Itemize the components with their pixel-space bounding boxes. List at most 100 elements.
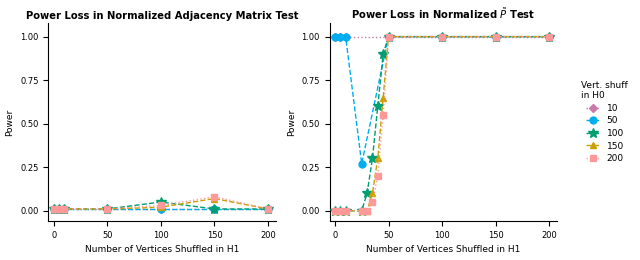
50 — [157, 207, 164, 211]
150 — [492, 35, 500, 38]
10 — [157, 207, 164, 211]
100 — [55, 207, 63, 211]
200 — [369, 200, 376, 204]
100 — [380, 53, 387, 56]
100 — [369, 157, 376, 160]
10 — [385, 35, 392, 38]
200 — [438, 35, 446, 38]
150 — [264, 207, 272, 211]
150 — [55, 207, 63, 211]
200 — [358, 209, 365, 212]
150 — [385, 35, 392, 38]
200 — [545, 35, 553, 38]
200 — [385, 35, 392, 38]
X-axis label: Number of Vertices Shuffled in H1: Number of Vertices Shuffled in H1 — [84, 245, 239, 255]
200 — [331, 209, 339, 212]
50 — [331, 35, 339, 38]
Line: 10: 10 — [51, 206, 271, 212]
50 — [61, 207, 68, 211]
Line: 150: 150 — [332, 33, 553, 214]
100 — [61, 207, 68, 211]
50 — [342, 35, 349, 38]
50 — [385, 35, 392, 38]
150 — [337, 209, 344, 212]
Y-axis label: Power: Power — [287, 108, 296, 135]
150 — [50, 207, 58, 211]
50 — [358, 162, 365, 165]
10 — [211, 207, 218, 211]
200 — [264, 207, 272, 211]
10 — [545, 35, 553, 38]
200 — [364, 209, 371, 212]
Line: 200: 200 — [332, 34, 552, 213]
200 — [211, 195, 218, 198]
150 — [342, 209, 349, 212]
100 — [331, 209, 339, 212]
100 — [374, 105, 381, 108]
100 — [358, 209, 365, 212]
10 — [264, 207, 272, 211]
Line: 150: 150 — [50, 195, 271, 212]
100 — [211, 207, 218, 211]
150 — [104, 207, 111, 211]
200 — [104, 207, 111, 211]
200 — [374, 174, 381, 178]
200 — [157, 204, 164, 207]
150 — [545, 35, 553, 38]
150 — [364, 209, 371, 212]
50 — [337, 35, 344, 38]
150 — [157, 206, 164, 209]
50 — [50, 207, 58, 211]
10 — [61, 207, 68, 211]
100 — [492, 35, 500, 38]
Line: 50: 50 — [50, 205, 271, 212]
200 — [342, 209, 349, 212]
150 — [331, 209, 339, 212]
150 — [61, 207, 68, 211]
10 — [104, 207, 111, 211]
150 — [358, 209, 365, 212]
100 — [385, 35, 392, 38]
100 — [104, 207, 111, 211]
50 — [438, 35, 446, 38]
100 — [264, 207, 272, 211]
150 — [374, 157, 381, 160]
100 — [342, 209, 349, 212]
50 — [104, 207, 111, 211]
200 — [380, 113, 387, 116]
Line: 100: 100 — [330, 32, 554, 216]
10 — [438, 35, 446, 38]
200 — [50, 207, 58, 211]
10 — [55, 207, 63, 211]
10 — [342, 35, 349, 38]
Title: Power Loss in Normalized Adjacency Matrix Test: Power Loss in Normalized Adjacency Matri… — [26, 11, 298, 21]
200 — [61, 207, 68, 211]
Legend: 10, 50, 100, 150, 200: 10, 50, 100, 150, 200 — [578, 77, 632, 167]
200 — [55, 207, 63, 211]
Line: 100: 100 — [49, 197, 273, 214]
50 — [211, 207, 218, 211]
50 — [492, 35, 500, 38]
Line: 50: 50 — [332, 33, 553, 167]
150 — [380, 96, 387, 99]
10 — [331, 35, 339, 38]
Line: 10: 10 — [332, 34, 552, 40]
200 — [492, 35, 500, 38]
150 — [369, 192, 376, 195]
100 — [157, 200, 164, 204]
50 — [55, 207, 63, 211]
150 — [438, 35, 446, 38]
100 — [364, 192, 371, 195]
50 — [264, 207, 272, 211]
Line: 200: 200 — [51, 194, 271, 212]
Title: Power Loss in Normalized $\tilde{P}$ Test: Power Loss in Normalized $\tilde{P}$ Tes… — [351, 5, 535, 21]
100 — [337, 209, 344, 212]
Y-axis label: Power: Power — [6, 108, 15, 135]
100 — [438, 35, 446, 38]
100 — [545, 35, 553, 38]
10 — [492, 35, 500, 38]
X-axis label: Number of Vertices Shuffled in H1: Number of Vertices Shuffled in H1 — [366, 245, 520, 255]
200 — [337, 209, 344, 212]
10 — [50, 207, 58, 211]
150 — [211, 197, 218, 200]
